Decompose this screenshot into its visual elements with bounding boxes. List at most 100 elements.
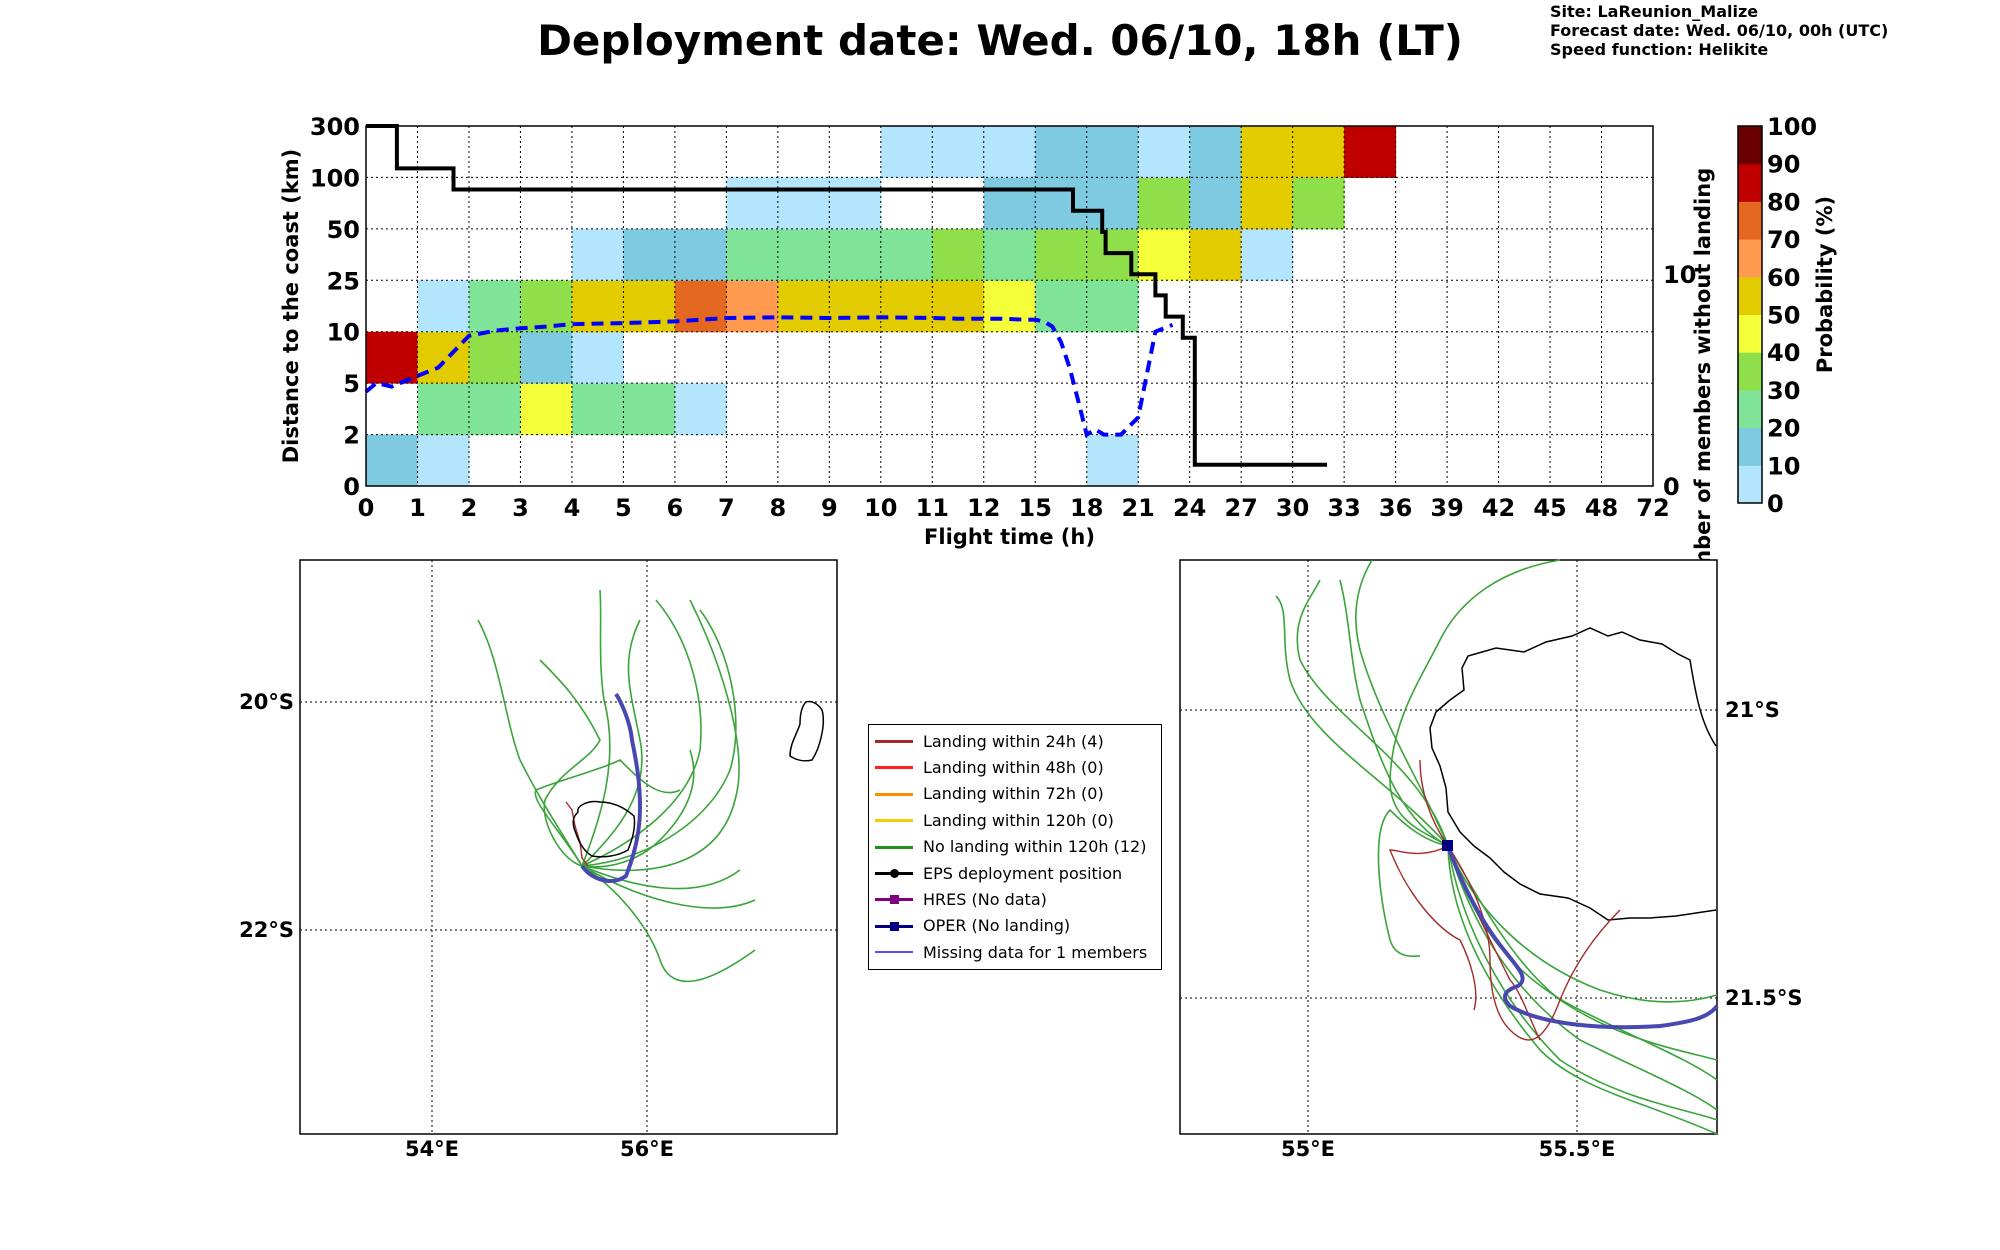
legend-swatch xyxy=(875,919,913,933)
legend-label: HRES (No data) xyxy=(923,889,1047,909)
mauritius-coast-overview xyxy=(789,700,824,762)
legend-swatch xyxy=(875,787,913,801)
legend-swatch xyxy=(875,892,913,906)
y-tick-label: 25 xyxy=(327,267,360,295)
y2-tick-label: 10 xyxy=(1663,261,1696,289)
x-tick-label: 42 xyxy=(1482,494,1515,522)
legend-label: OPER (No landing) xyxy=(923,916,1071,936)
heatmap-cell xyxy=(674,280,727,333)
heatmap-cell xyxy=(983,126,1036,178)
lat-tick-21-5s: 21.5°S xyxy=(1725,986,1802,1010)
chart-title: Deployment date: Wed. 06/10, 18h (LT) xyxy=(537,16,1463,65)
speed-function-label: Speed function: Helikite xyxy=(1550,40,1769,59)
heatmap-cell xyxy=(417,331,470,384)
heatmap-cell xyxy=(1035,126,1088,178)
legend-swatch xyxy=(875,866,913,880)
legend-entry: Landing within 48h (0) xyxy=(875,757,1104,777)
x-tick-label: 5 xyxy=(615,494,632,522)
colorbar-tick-label: 50 xyxy=(1767,302,1800,330)
heatmap-cell xyxy=(366,434,418,487)
legend-label: Landing within 72h (0) xyxy=(923,784,1104,804)
legend-entry: Landing within 24h (4) xyxy=(875,731,1104,751)
legend-label: Missing data for 1 members xyxy=(923,942,1148,962)
x-tick-label: 27 xyxy=(1224,494,1257,522)
colorbar-bin xyxy=(1738,352,1762,391)
colorbar-bin xyxy=(1738,389,1762,429)
heatmap-cell xyxy=(1292,177,1345,230)
heatmap-cell xyxy=(983,280,1036,333)
heatmap-cell xyxy=(417,383,470,436)
colorbar-tick-label: 80 xyxy=(1767,188,1800,216)
forecast-info: Site: LaReunion_Malize Forecast date: We… xyxy=(1550,2,1888,59)
y-tick-label: 2 xyxy=(343,422,360,450)
colorbar-label: Probability (%) xyxy=(1813,196,1837,373)
heatmap-cell xyxy=(417,280,470,333)
colorbar-tick-label: 60 xyxy=(1767,264,1800,292)
landing-track-overview xyxy=(565,801,589,867)
heatmap-cell xyxy=(1086,280,1139,333)
heatmap-cell xyxy=(1086,177,1139,230)
lat-tick-21s: 21°S xyxy=(1725,698,1780,722)
legend-swatch xyxy=(875,760,913,774)
heatmap-cell xyxy=(571,383,624,436)
oper-track-zoom xyxy=(1446,845,1719,1030)
heatmap-cell xyxy=(417,434,470,487)
heatmap-cell xyxy=(880,126,933,178)
legend-entry: Landing within 72h (0) xyxy=(875,784,1104,804)
x-tick-label: 10 xyxy=(864,494,897,522)
x-tick-label: 36 xyxy=(1379,494,1412,522)
heatmap-cell xyxy=(1189,228,1242,281)
oper-track-overview xyxy=(580,692,643,883)
heatmap-cell xyxy=(1292,126,1345,178)
legend-entry: Missing data for 1 members xyxy=(875,942,1147,962)
site-label: Site: LaReunion_Malize xyxy=(1550,2,1759,21)
colorbar-tick-label: 0 xyxy=(1767,490,1784,518)
map-overview: 54°E 56°E 20°S 22°S xyxy=(239,559,838,1161)
colorbar-tick-label: 100 xyxy=(1767,113,1817,141)
heatmap-cell xyxy=(468,383,521,436)
heatmap-cell xyxy=(880,280,933,333)
heatmap-cell xyxy=(777,280,830,333)
legend-label: EPS deployment position xyxy=(923,863,1123,883)
heatmap-cell xyxy=(1138,228,1191,281)
y-tick-label: 100 xyxy=(310,164,360,192)
heatmap-cell xyxy=(1086,434,1139,487)
heatmap-cell xyxy=(1035,280,1088,333)
x-tick-label: 0 xyxy=(358,494,375,522)
heatmap-cell xyxy=(777,228,830,281)
member-tracks-overview xyxy=(477,589,756,983)
y-tick-label: 50 xyxy=(327,216,360,244)
x-tick-label: 15 xyxy=(1019,494,1052,522)
y-tick-label: 300 xyxy=(310,113,360,141)
lat-tick-20s: 20°S xyxy=(239,690,294,714)
heatmap-cell xyxy=(623,383,676,436)
x-tick-label: 6 xyxy=(667,494,684,522)
reunion-coast-overview xyxy=(572,800,636,858)
legend-label: No landing within 120h (12) xyxy=(923,837,1147,857)
heatmap-cell xyxy=(829,280,882,333)
x-tick-label: 9 xyxy=(821,494,838,522)
x-tick-label: 21 xyxy=(1121,494,1154,522)
x-tick-label: 1 xyxy=(409,494,426,522)
colorbar-bin xyxy=(1738,201,1762,240)
lat-tick-22s: 22°S xyxy=(239,918,294,942)
heatmap-cell xyxy=(520,383,573,436)
heatmap-cell xyxy=(571,331,624,384)
members-count-line xyxy=(366,124,1327,467)
legend-entry: Landing within 120h (0) xyxy=(875,810,1114,830)
heatmap-cell xyxy=(1189,126,1242,178)
heatmap-cell xyxy=(1241,177,1294,230)
member-tracks-zoom xyxy=(1275,559,1718,1135)
median-distance-line xyxy=(364,315,1174,438)
legend-label: Landing within 24h (4) xyxy=(923,731,1104,751)
x-tick-label: 45 xyxy=(1533,494,1566,522)
heatmap-cell xyxy=(932,228,985,281)
y-tick-label: 0 xyxy=(343,473,360,501)
heatmap-cell xyxy=(520,331,573,384)
legend-swatch xyxy=(875,840,913,854)
heatmap-cell xyxy=(983,177,1036,230)
heatmap-cell xyxy=(932,126,985,178)
heatmap-cell xyxy=(468,331,521,384)
x-tick-label: 33 xyxy=(1327,494,1360,522)
